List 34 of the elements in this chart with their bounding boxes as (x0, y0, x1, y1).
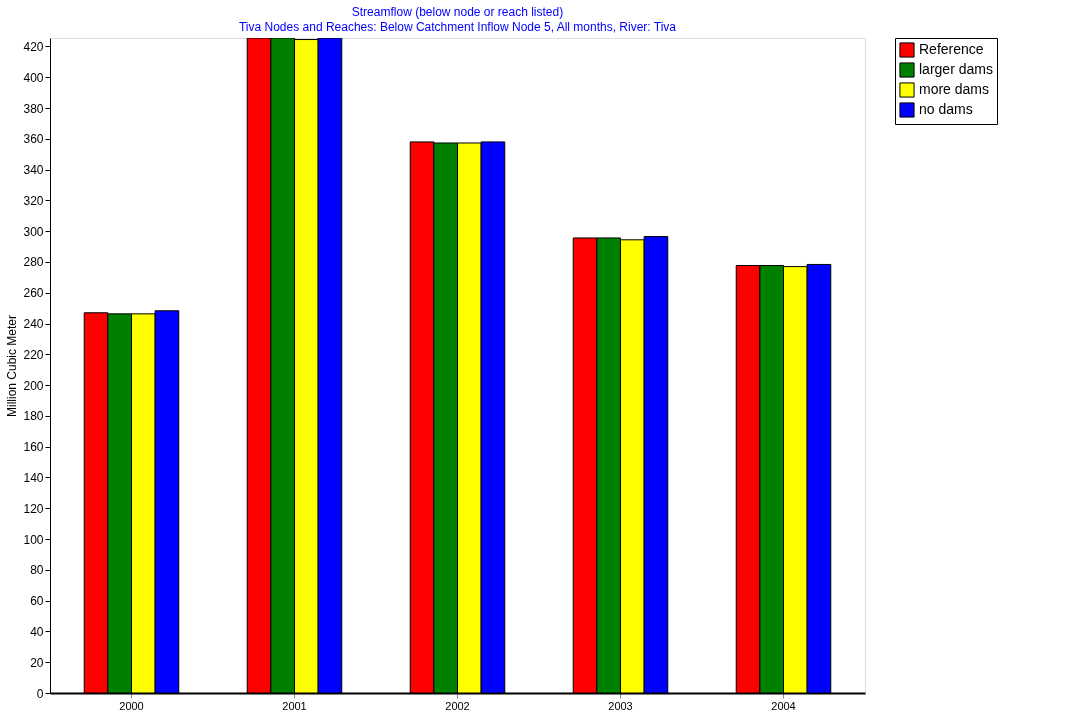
y-tick-label: 340 (23, 163, 44, 178)
y-tick-label: 360 (23, 132, 44, 147)
chart-subtitle: Tiva Nodes and Reaches: Below Catchment Inflow Node 5, All months, River: Tiva (238, 19, 677, 34)
legend-label: no dams (919, 101, 973, 117)
y-tick-label: 60 (30, 594, 44, 609)
x-tick-label: 2003 (608, 699, 633, 712)
y-tick-label: 20 (30, 655, 44, 670)
y-tick-label: 0 (36, 686, 44, 701)
y-tick-label: 80 (30, 563, 44, 578)
y-tick-label: 180 (23, 409, 44, 424)
y-axis-title: Million Cubic Meter (5, 314, 20, 418)
x-tick-label: 2002 (445, 699, 470, 712)
y-tick-label: 320 (23, 193, 44, 208)
y-tick-label: 240 (23, 317, 44, 332)
legend-label: more dams (919, 81, 990, 97)
legend-label: larger dams (919, 61, 993, 77)
y-tick-label: 220 (23, 347, 44, 362)
y-tick-label: 40 (30, 624, 44, 639)
x-tick-label: 2000 (119, 699, 144, 712)
y-tick-label: 100 (23, 532, 44, 547)
y-tick-label: 280 (23, 255, 44, 270)
x-tick-label: 2001 (282, 699, 307, 712)
chart-title: Streamflow (below node or reach listed) (351, 4, 564, 19)
y-tick-label: 120 (23, 501, 44, 516)
y-tick-label: 260 (23, 286, 44, 301)
y-tick-label: 300 (23, 224, 44, 239)
x-tick-label: 2004 (771, 699, 796, 712)
y-tick-label: 140 (23, 470, 44, 485)
legend-label: Reference (919, 41, 984, 57)
y-tick-label: 420 (23, 39, 44, 54)
y-tick-label: 400 (23, 70, 44, 85)
y-tick-label: 200 (23, 378, 44, 393)
y-tick-label: 160 (23, 440, 44, 455)
y-tick-label: 380 (23, 101, 44, 116)
